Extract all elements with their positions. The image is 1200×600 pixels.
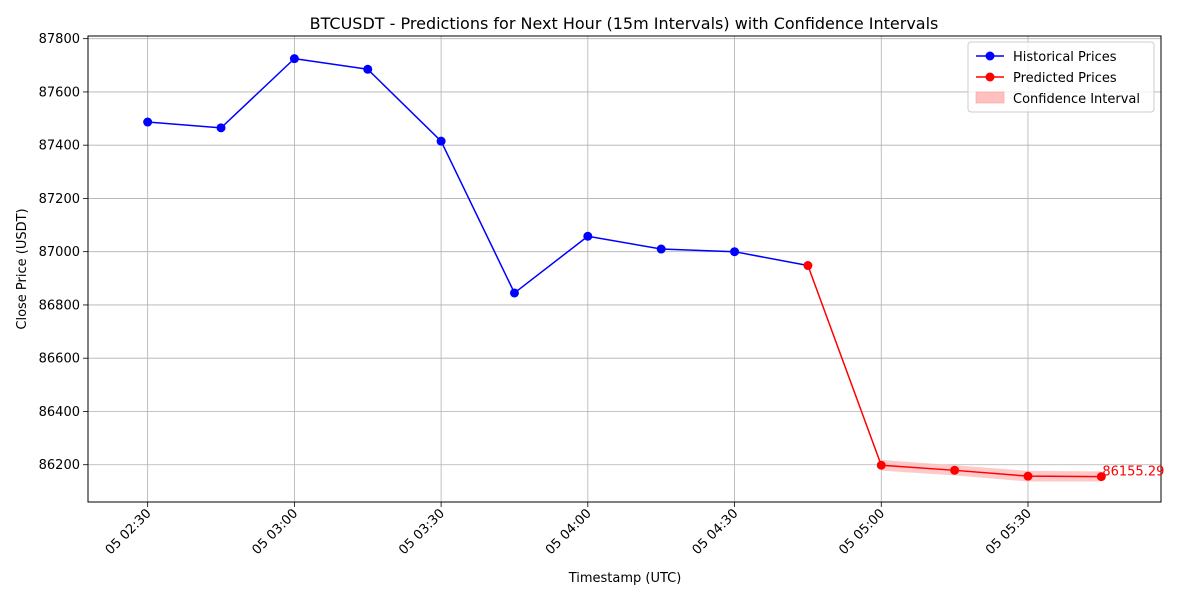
historical-point xyxy=(730,247,740,257)
series-points xyxy=(143,54,1106,482)
historical-point xyxy=(436,136,446,146)
y-tick-label: 87800 xyxy=(39,32,80,47)
legend-item-historical: Historical Prices xyxy=(976,50,1117,65)
legend-confidence-swatch xyxy=(975,91,1005,104)
y-axis-ticks: 86200 86400 86600 86800 87000 87200 87400 87600… xyxy=(39,32,88,473)
y-tick-label: 87000 xyxy=(39,245,80,260)
historical-point xyxy=(583,231,593,241)
legend-predicted-label: Predicted Prices xyxy=(1013,71,1117,86)
y-tick-label: 86800 xyxy=(39,298,80,313)
historical-point xyxy=(289,54,299,64)
y-tick-label: 86400 xyxy=(39,405,80,420)
legend-historical-marker xyxy=(985,51,995,61)
y-tick-label: 86200 xyxy=(39,458,80,473)
legend-historical-label: Historical Prices xyxy=(1013,50,1117,65)
predicted-point xyxy=(876,460,886,470)
y-tick-label: 86600 xyxy=(39,352,80,367)
predicted-point xyxy=(803,261,813,271)
historical-point xyxy=(143,117,153,127)
historical-point xyxy=(363,64,373,74)
legend-item-predicted: Predicted Prices xyxy=(976,71,1117,86)
legend-item-confidence: Confidence Interval xyxy=(975,91,1140,107)
y-tick-label: 87600 xyxy=(39,85,80,100)
y-axis-label: Close Price (USDT) xyxy=(15,208,30,329)
historical-point xyxy=(509,288,519,298)
legend-box xyxy=(967,41,1155,113)
legend-confidence-label: Confidence Interval xyxy=(1013,92,1140,107)
plot-frame xyxy=(87,35,1162,503)
predicted-point xyxy=(1096,472,1106,482)
grid xyxy=(88,36,1161,502)
legend-predicted-marker xyxy=(985,72,995,82)
historical-point xyxy=(216,123,226,133)
historical-point xyxy=(656,244,666,254)
chart-title: BTCUSDT - Predictions for Next Hour (15m… xyxy=(310,14,939,33)
predicted-point xyxy=(1023,471,1033,481)
predicted-point xyxy=(950,465,960,475)
historical-bridge-line xyxy=(734,250,809,267)
y-tick-label: 87400 xyxy=(39,139,80,154)
legend: Historical Prices Predicted Prices Confi… xyxy=(967,41,1155,113)
y-tick-label: 87200 xyxy=(39,192,80,207)
x-axis-label: Timestamp (UTC) xyxy=(568,571,682,586)
last-value-annotation: 86155.29 xyxy=(1102,465,1164,480)
